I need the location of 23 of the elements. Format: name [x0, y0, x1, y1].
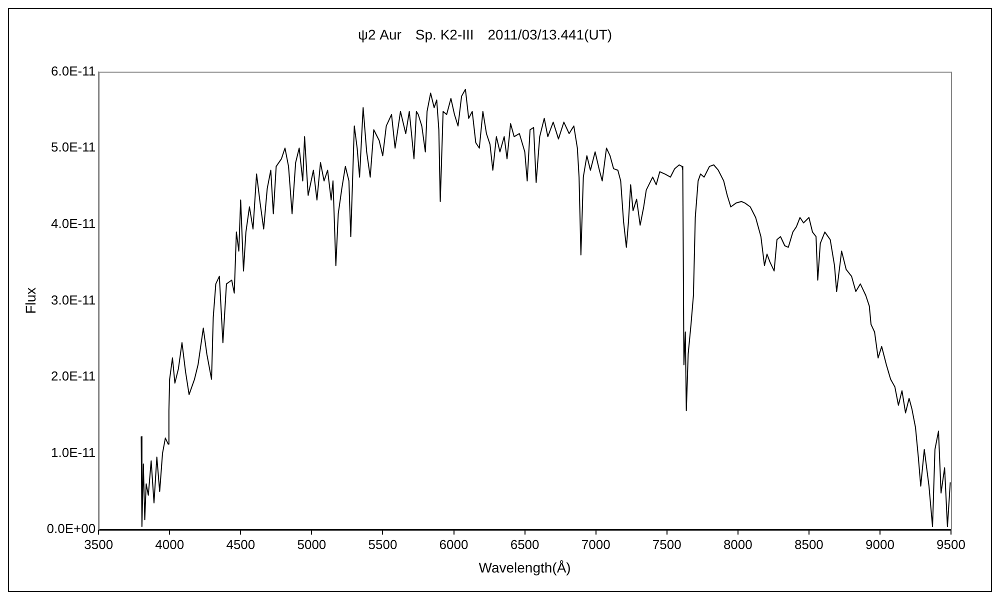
- y-tick-label: 2.0E-11: [51, 368, 96, 384]
- x-tick-label: 7500: [652, 536, 682, 552]
- y-tick-label: 3.0E-11: [51, 292, 96, 308]
- x-tick-label: 8000: [723, 536, 752, 552]
- x-tick-label: 5000: [297, 536, 326, 552]
- y-tick-label: 1.0E-11: [51, 444, 96, 460]
- y-tick-label: 4.0E-11: [51, 216, 96, 231]
- x-tick-label: 3500: [84, 536, 114, 552]
- x-axis-title: Wavelength(Å): [478, 559, 571, 576]
- x-tick-label: 9500: [936, 536, 966, 552]
- x-tick-label: 4000: [155, 536, 184, 552]
- x-tick-label: 6500: [510, 536, 540, 552]
- x-tick-label: 4500: [226, 536, 256, 552]
- y-axis-title: Flux: [22, 287, 38, 314]
- chart-title: ψ2 Aur Sp. K2-III 2011/03/13.441(UT): [358, 26, 612, 42]
- x-tick-label: 5500: [368, 536, 398, 552]
- y-tick-label: 6.0E-11: [51, 63, 96, 78]
- y-tick-label: 5.0E-11: [51, 140, 96, 155]
- x-tick-label: 8500: [794, 536, 824, 552]
- y-tick-label: 0.0E+00: [46, 521, 96, 536]
- x-tick-label: 9000: [866, 536, 894, 552]
- x-tick-label: 7000: [581, 536, 610, 552]
- x-tick-label: 6000: [439, 536, 468, 552]
